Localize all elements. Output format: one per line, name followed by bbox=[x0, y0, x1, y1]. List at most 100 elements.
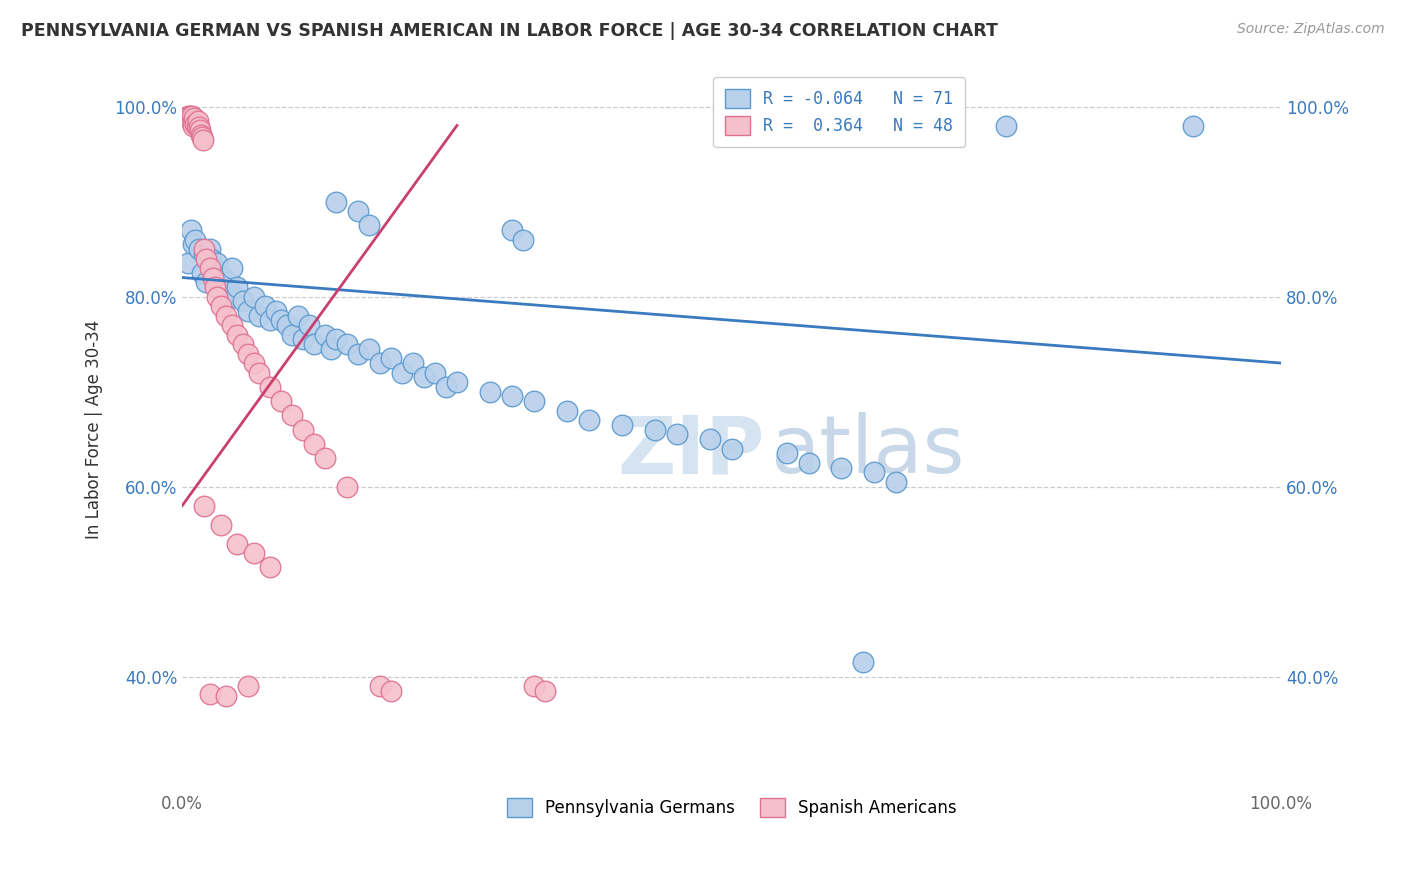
Point bbox=[830, 460, 852, 475]
Point bbox=[368, 679, 391, 693]
Point bbox=[191, 133, 214, 147]
Point bbox=[523, 679, 546, 693]
Point bbox=[391, 366, 413, 380]
Text: PENNSYLVANIA GERMAN VS SPANISH AMERICAN IN LABOR FORCE | AGE 30-34 CORRELATION C: PENNSYLVANIA GERMAN VS SPANISH AMERICAN … bbox=[21, 22, 998, 40]
Point bbox=[319, 342, 342, 356]
Point bbox=[380, 351, 402, 366]
Point bbox=[699, 432, 721, 446]
Point bbox=[207, 256, 229, 270]
Point bbox=[183, 111, 205, 125]
Point bbox=[193, 247, 215, 261]
Point bbox=[534, 683, 557, 698]
Point bbox=[292, 423, 315, 437]
Text: Source: ZipAtlas.com: Source: ZipAtlas.com bbox=[1237, 22, 1385, 37]
Point bbox=[264, 303, 287, 318]
Point bbox=[259, 380, 281, 394]
Point bbox=[215, 309, 238, 323]
Point bbox=[578, 413, 600, 427]
Point bbox=[610, 417, 633, 432]
Point bbox=[212, 270, 235, 285]
Point bbox=[665, 427, 688, 442]
Point bbox=[226, 536, 249, 550]
Point bbox=[202, 260, 225, 275]
Point bbox=[413, 370, 436, 384]
Point bbox=[720, 442, 742, 456]
Point bbox=[281, 409, 304, 423]
Point bbox=[298, 318, 321, 332]
Point bbox=[423, 366, 446, 380]
Point bbox=[292, 332, 315, 346]
Point bbox=[215, 289, 238, 303]
Point bbox=[193, 499, 215, 513]
Point bbox=[207, 289, 229, 303]
Point bbox=[181, 119, 204, 133]
Point bbox=[325, 332, 347, 346]
Point bbox=[247, 366, 270, 380]
Point bbox=[238, 679, 260, 693]
Point bbox=[478, 384, 501, 399]
Point bbox=[555, 403, 578, 417]
Point bbox=[184, 233, 207, 247]
Point bbox=[187, 113, 209, 128]
Point bbox=[512, 233, 534, 247]
Point bbox=[184, 117, 207, 131]
Point bbox=[209, 517, 232, 532]
Point bbox=[198, 242, 221, 256]
Point bbox=[287, 309, 309, 323]
Point bbox=[886, 475, 908, 489]
Point bbox=[198, 687, 221, 701]
Point bbox=[523, 394, 546, 409]
Point bbox=[863, 466, 886, 480]
Point bbox=[177, 256, 200, 270]
Point bbox=[270, 394, 292, 409]
Y-axis label: In Labor Force | Age 30-34: In Labor Force | Age 30-34 bbox=[86, 320, 103, 539]
Point bbox=[238, 346, 260, 360]
Point bbox=[198, 260, 221, 275]
Point bbox=[181, 113, 204, 128]
Point bbox=[242, 289, 264, 303]
Point bbox=[238, 303, 260, 318]
Point bbox=[224, 289, 246, 303]
Point bbox=[204, 280, 226, 294]
Point bbox=[446, 375, 468, 389]
Point bbox=[259, 560, 281, 574]
Point bbox=[253, 299, 276, 313]
Point bbox=[232, 337, 254, 351]
Point bbox=[221, 318, 243, 332]
Point bbox=[259, 313, 281, 327]
Point bbox=[193, 242, 215, 256]
Point bbox=[302, 437, 325, 451]
Point bbox=[347, 204, 370, 219]
Point bbox=[281, 327, 304, 342]
Point bbox=[434, 380, 457, 394]
Point bbox=[217, 275, 239, 289]
Point bbox=[202, 270, 225, 285]
Point bbox=[187, 242, 209, 256]
Point bbox=[357, 342, 380, 356]
Point bbox=[270, 313, 292, 327]
Point bbox=[242, 356, 264, 370]
Point bbox=[232, 294, 254, 309]
Point bbox=[380, 683, 402, 698]
Point bbox=[402, 356, 425, 370]
Point bbox=[302, 337, 325, 351]
Point bbox=[1182, 119, 1205, 133]
Point bbox=[336, 337, 359, 351]
Point bbox=[226, 327, 249, 342]
Point bbox=[180, 113, 202, 128]
Point bbox=[190, 128, 212, 142]
Point bbox=[347, 346, 370, 360]
Point bbox=[226, 280, 249, 294]
Point bbox=[209, 280, 232, 294]
Text: ZIP: ZIP bbox=[617, 412, 765, 491]
Point bbox=[179, 109, 201, 123]
Point bbox=[314, 327, 336, 342]
Point bbox=[200, 252, 222, 266]
Point bbox=[501, 389, 523, 403]
Point bbox=[357, 219, 380, 233]
Point bbox=[221, 260, 243, 275]
Point bbox=[181, 237, 204, 252]
Point bbox=[186, 119, 208, 133]
Text: atlas: atlas bbox=[770, 412, 965, 491]
Point bbox=[775, 446, 797, 460]
